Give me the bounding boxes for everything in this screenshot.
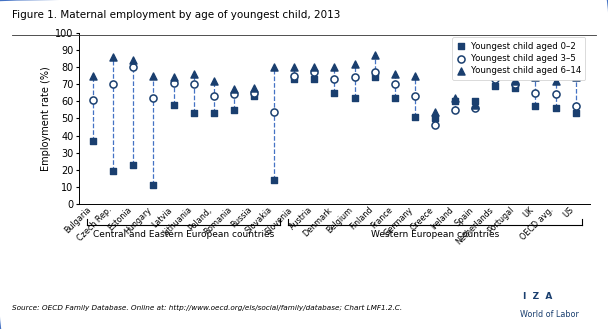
Youngest child aged 0–2 <box>430 116 440 121</box>
Youngest child aged 3–5 <box>168 80 178 85</box>
Youngest child aged 3–5 <box>108 82 118 87</box>
Youngest child aged 3–5 <box>209 93 219 99</box>
Youngest child aged 6–14 <box>410 73 420 78</box>
Text: Western European countries: Western European countries <box>371 230 499 239</box>
Youngest child aged 6–14 <box>128 58 138 63</box>
Youngest child aged 0–2 <box>450 99 460 104</box>
Y-axis label: Employment rate (%): Employment rate (%) <box>41 66 51 171</box>
Youngest child aged 0–2 <box>470 99 480 104</box>
Youngest child aged 3–5 <box>491 76 500 82</box>
Youngest child aged 0–2 <box>189 111 199 116</box>
Youngest child aged 0–2 <box>531 104 541 109</box>
Youngest child aged 3–5 <box>390 82 399 87</box>
Youngest child aged 3–5 <box>330 76 339 82</box>
Text: Central and Eastern European countries: Central and Eastern European countries <box>93 230 274 239</box>
Youngest child aged 3–5 <box>249 90 259 95</box>
Text: I  Z  A: I Z A <box>523 292 552 301</box>
Youngest child aged 3–5 <box>511 82 520 87</box>
Youngest child aged 6–14 <box>571 75 581 80</box>
Youngest child aged 3–5 <box>309 70 319 75</box>
Youngest child aged 6–14 <box>430 109 440 114</box>
Youngest child aged 0–2 <box>229 107 239 113</box>
Youngest child aged 0–2 <box>390 95 399 101</box>
Youngest child aged 0–2 <box>350 95 359 101</box>
Youngest child aged 6–14 <box>88 73 98 78</box>
Youngest child aged 6–14 <box>249 85 259 90</box>
Youngest child aged 6–14 <box>551 78 561 84</box>
Youngest child aged 0–2 <box>511 85 520 90</box>
Text: Figure 1. Maternal employment by age of youngest child, 2013: Figure 1. Maternal employment by age of … <box>12 10 340 20</box>
Youngest child aged 3–5 <box>128 64 138 70</box>
Youngest child aged 3–5 <box>148 95 158 101</box>
Youngest child aged 3–5 <box>289 73 299 78</box>
Youngest child aged 6–14 <box>511 78 520 84</box>
Youngest child aged 3–5 <box>571 104 581 109</box>
Youngest child aged 6–14 <box>309 64 319 70</box>
Youngest child aged 6–14 <box>450 95 460 101</box>
Youngest child aged 0–2 <box>289 76 299 82</box>
Youngest child aged 0–2 <box>249 93 259 99</box>
Youngest child aged 0–2 <box>209 111 219 116</box>
Youngest child aged 3–5 <box>531 90 541 95</box>
Youngest child aged 6–14 <box>289 64 299 70</box>
Youngest child aged 6–14 <box>148 73 158 78</box>
Youngest child aged 0–2 <box>108 169 118 174</box>
Youngest child aged 6–14 <box>491 70 500 75</box>
Youngest child aged 6–14 <box>390 71 399 77</box>
Youngest child aged 3–5 <box>430 123 440 128</box>
Youngest child aged 0–2 <box>571 111 581 116</box>
Youngest child aged 0–2 <box>491 83 500 89</box>
Youngest child aged 0–2 <box>330 90 339 95</box>
Youngest child aged 6–14 <box>531 75 541 80</box>
Youngest child aged 3–5 <box>551 92 561 97</box>
Youngest child aged 3–5 <box>189 82 199 87</box>
Youngest child aged 6–14 <box>330 64 339 70</box>
Text: World of Labor: World of Labor <box>520 310 579 319</box>
Youngest child aged 6–14 <box>209 78 219 84</box>
Youngest child aged 0–2 <box>269 177 279 183</box>
Youngest child aged 3–5 <box>88 97 98 102</box>
Youngest child aged 3–5 <box>450 107 460 113</box>
Youngest child aged 0–2 <box>148 183 158 188</box>
Youngest child aged 6–14 <box>168 75 178 80</box>
Youngest child aged 3–5 <box>229 92 239 97</box>
Youngest child aged 3–5 <box>470 106 480 111</box>
Youngest child aged 0–2 <box>168 102 178 107</box>
Legend: Youngest child aged 0–2, Youngest child aged 3–5, Youngest child aged 6–14: Youngest child aged 0–2, Youngest child … <box>452 37 586 80</box>
Youngest child aged 3–5 <box>350 75 359 80</box>
Youngest child aged 6–14 <box>189 71 199 77</box>
Youngest child aged 3–5 <box>269 109 279 114</box>
Youngest child aged 3–5 <box>410 93 420 99</box>
Youngest child aged 6–14 <box>350 61 359 66</box>
Youngest child aged 3–5 <box>370 70 379 75</box>
Youngest child aged 0–2 <box>88 138 98 143</box>
Youngest child aged 0–2 <box>410 114 420 119</box>
Youngest child aged 6–14 <box>269 64 279 70</box>
Youngest child aged 0–2 <box>551 106 561 111</box>
Youngest child aged 6–14 <box>370 53 379 58</box>
Youngest child aged 0–2 <box>370 75 379 80</box>
Youngest child aged 6–14 <box>229 87 239 92</box>
Text: Source: OECD Family Database. Online at: http://www.oecd.org/els/social/family/d: Source: OECD Family Database. Online at:… <box>12 305 402 311</box>
Youngest child aged 0–2 <box>309 76 319 82</box>
Youngest child aged 0–2 <box>128 162 138 167</box>
Youngest child aged 6–14 <box>108 54 118 60</box>
Youngest child aged 6–14 <box>470 102 480 107</box>
